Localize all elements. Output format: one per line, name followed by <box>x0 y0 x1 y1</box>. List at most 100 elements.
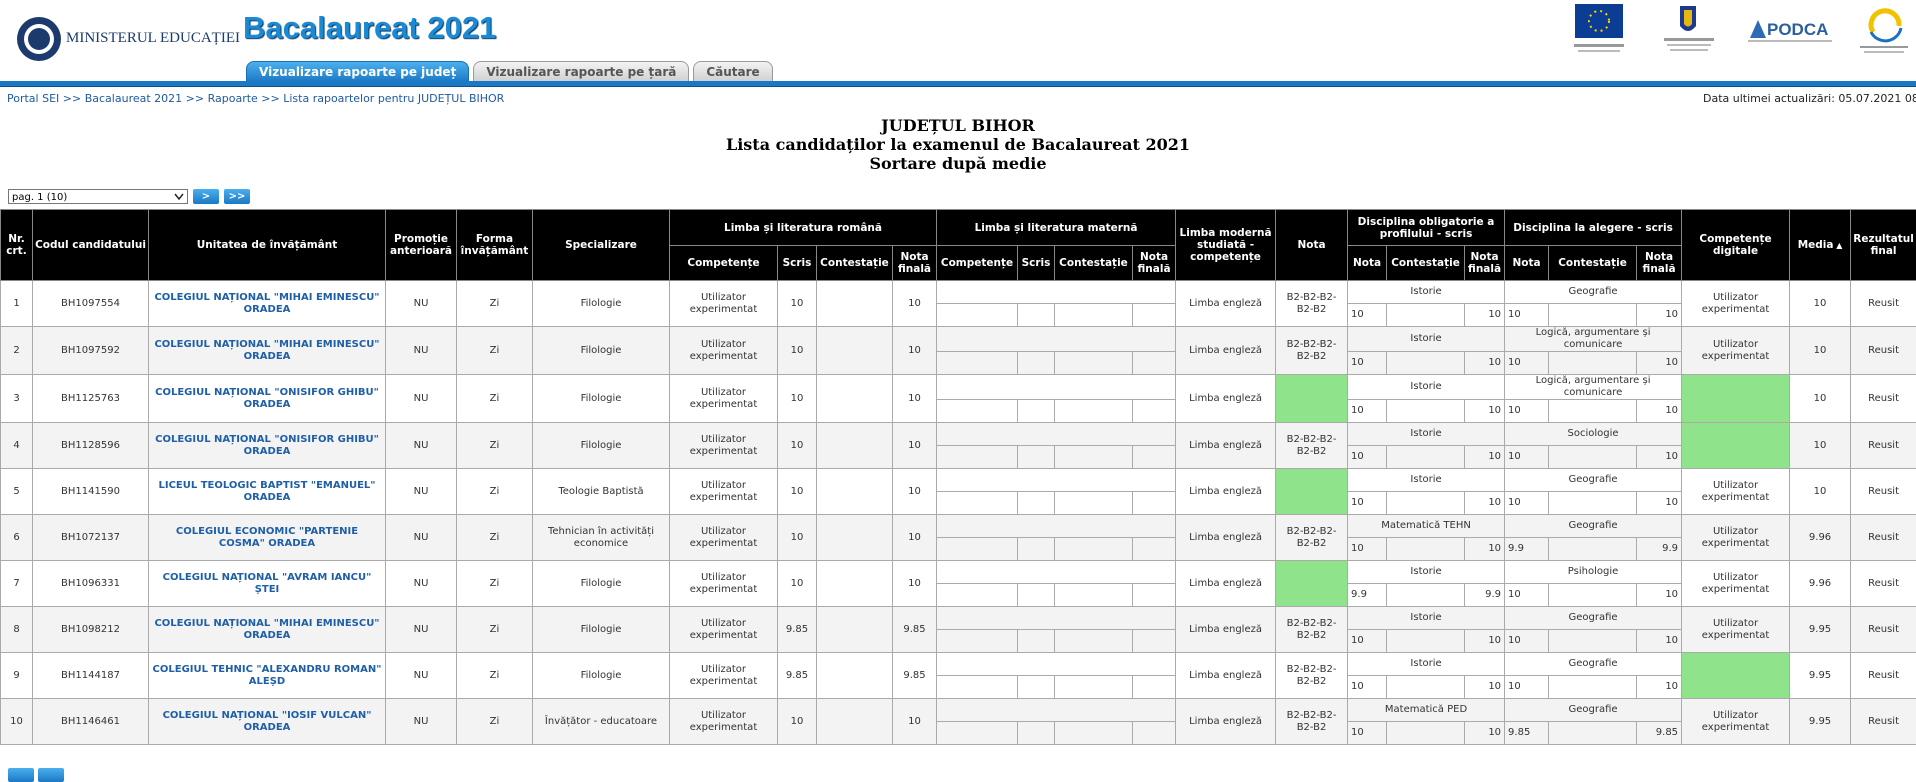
subject-name: Istorie <box>1348 423 1505 446</box>
subject-name: Istorie <box>1348 607 1505 630</box>
school[interactable]: COLEGIUL NAȚIONAL "AVRAM IANCU" ȘTEI <box>149 561 386 607</box>
county: JUDEȚUL BIHOR <box>0 116 1916 135</box>
mother-tongue-cell <box>1133 538 1176 561</box>
breadcrumb-link[interactable]: Bacalaureat 2021 <box>85 92 182 105</box>
romanian-competente: Utilizator experimentat <box>670 469 778 515</box>
subject-grade: 10 <box>1505 676 1549 699</box>
digital-skills: Utilizator experimentat <box>1682 469 1790 515</box>
mother-tongue-cell <box>937 630 1018 653</box>
breadcrumb-link[interactable]: Rapoarte <box>208 92 258 105</box>
average: 10 <box>1790 375 1851 423</box>
subject-grade: 10 <box>1348 304 1387 327</box>
tab[interactable]: Vizualizare rapoarte pe județ <box>246 61 469 82</box>
mother-tongue-cell <box>937 538 1018 561</box>
subject-name: Sociologie <box>1505 423 1682 446</box>
subject-grade: 10 <box>1348 630 1387 653</box>
subject-grade: 10 <box>1348 538 1387 561</box>
final-result: Reusit <box>1851 423 1916 469</box>
tab[interactable]: Vizualizare rapoarte pe țară <box>473 61 689 82</box>
study-form: Zi <box>457 327 533 375</box>
subject-appeal <box>1549 400 1637 423</box>
school[interactable]: LICEUL TEOLOGIC BAPTIST "EMANUEL" ORADEA <box>149 469 386 515</box>
modern-language: Limba engleză <box>1176 281 1276 327</box>
breadcrumb-link[interactable]: Portal SEI <box>7 92 59 105</box>
page-select[interactable]: pag. 1 (10) <box>8 189 188 204</box>
row-number: 6 <box>1 515 33 561</box>
romanian-scris: 10 <box>778 469 817 515</box>
group-header: Limba și literatura română <box>670 210 937 246</box>
romanian-contestatie <box>817 281 893 327</box>
subject-name: Matematică TEHN <box>1348 515 1505 538</box>
school[interactable]: COLEGIUL TEHNIC "ALEXANDRU ROMAN" ALEȘD <box>149 653 386 699</box>
subject-final-grade: 10 <box>1637 584 1682 607</box>
romanian-contestatie <box>817 607 893 653</box>
study-form: Zi <box>457 653 533 699</box>
subject-grade: 10 <box>1348 676 1387 699</box>
breadcrumb-link[interactable]: Lista rapoartelor pentru JUDEȚUL BIHOR <box>283 92 504 105</box>
mother-tongue-cell <box>1133 492 1176 515</box>
school[interactable]: COLEGIUL NAȚIONAL "IOSIF VULCAN" ORADEA <box>149 699 386 745</box>
mother-tongue-cell <box>1018 304 1055 327</box>
school[interactable]: COLEGIUL NAȚIONAL "MIHAI EMINESCU" ORADE… <box>149 281 386 327</box>
mother-tongue <box>937 281 1176 304</box>
column-header: Media ▲ <box>1790 210 1851 281</box>
school[interactable]: COLEGIUL NAȚIONAL "MIHAI EMINESCU" ORADE… <box>149 327 386 375</box>
mother-tongue-cell <box>1055 304 1133 327</box>
average: 9.95 <box>1790 699 1851 745</box>
mother-tongue <box>937 469 1176 492</box>
romanian-scris: 9.85 <box>778 607 817 653</box>
mother-tongue-cell <box>1018 492 1055 515</box>
romanian-scris: 9.85 <box>778 653 817 699</box>
language-grade: B2-B2-B2-B2-B2 <box>1276 515 1348 561</box>
school[interactable]: COLEGIUL NAȚIONAL "MIHAI EMINESCU" ORADE… <box>149 607 386 653</box>
subject-grade: 10 <box>1348 400 1387 423</box>
school[interactable]: COLEGIUL NAȚIONAL "ONISIFOR GHIBU" ORADE… <box>149 423 386 469</box>
mother-tongue <box>937 699 1176 722</box>
next-button[interactable]: > <box>193 189 219 204</box>
final-result: Reusit <box>1851 281 1916 327</box>
specialization: Filologie <box>533 653 670 699</box>
mother-tongue-cell <box>1018 352 1055 375</box>
previous-promotion: NU <box>386 281 457 327</box>
subject-name: Istorie <box>1348 375 1505 400</box>
romanian-contestatie <box>817 375 893 423</box>
subject-name: Istorie <box>1348 469 1505 492</box>
row-number: 10 <box>1 699 33 745</box>
study-form: Zi <box>457 699 533 745</box>
tab[interactable]: Căutare <box>693 61 772 82</box>
column-header: Scris <box>1018 246 1055 281</box>
pager-button[interactable] <box>38 768 64 782</box>
last-button[interactable]: >> <box>224 189 250 204</box>
mother-tongue-cell <box>1055 538 1133 561</box>
mother-tongue <box>937 653 1176 676</box>
school[interactable]: COLEGIUL ECONOMIC "PARTENIE COSMA" ORADE… <box>149 515 386 561</box>
mother-tongue-cell <box>1018 722 1055 745</box>
subject-name: Geografie <box>1505 699 1682 722</box>
romanian-contestatie <box>817 653 893 699</box>
previous-promotion: NU <box>386 699 457 745</box>
subject-grade: 9.85 <box>1505 722 1549 745</box>
study-form: Zi <box>457 281 533 327</box>
column-header: Nota <box>1276 210 1348 281</box>
partner-logos: PODCA <box>1570 2 1916 58</box>
column-header: Promoție anterioară <box>386 210 457 281</box>
pager-button[interactable] <box>8 768 34 782</box>
specialization: Filologie <box>533 281 670 327</box>
candidate-code: BH1144187 <box>33 653 149 699</box>
mother-tongue-cell <box>1018 676 1055 699</box>
mother-tongue-cell <box>1018 584 1055 607</box>
romanian-contestatie <box>817 423 893 469</box>
romanian-nota-finala: 10 <box>893 423 937 469</box>
subject-final-grade: 10 <box>1465 630 1505 653</box>
final-result: Reusit <box>1851 699 1916 745</box>
average: 9.95 <box>1790 653 1851 699</box>
romanian-nota-finala: 9.85 <box>893 607 937 653</box>
modern-language: Limba engleză <box>1176 423 1276 469</box>
previous-promotion: NU <box>386 607 457 653</box>
romanian-competente: Utilizator experimentat <box>670 423 778 469</box>
school[interactable]: COLEGIUL NAȚIONAL "ONISIFOR GHIBU" ORADE… <box>149 375 386 423</box>
